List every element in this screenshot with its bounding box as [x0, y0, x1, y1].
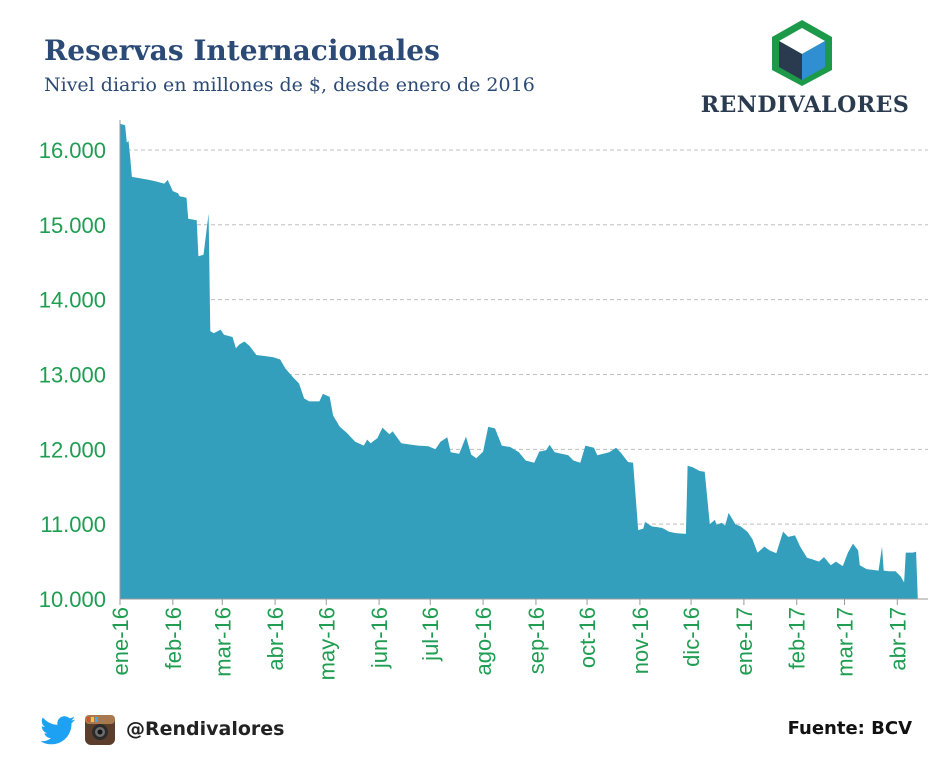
y-tick-label: 14.000	[39, 288, 106, 313]
brand-name: RENDIVALORES	[700, 92, 910, 118]
x-tick-label: jun-16	[367, 607, 392, 669]
x-tick-label: mar-17	[832, 607, 857, 677]
y-tick-label: 12.000	[39, 437, 106, 462]
social-handle: @Rendivalores	[126, 718, 285, 740]
x-tick-label: dic-16	[679, 607, 704, 667]
x-tick-label: ago-16	[471, 607, 496, 676]
x-tick-label: sep-16	[524, 607, 549, 674]
x-tick-label: ene-17	[732, 607, 757, 676]
x-tick-label: ene-16	[108, 607, 133, 676]
reserves-area-series	[120, 123, 918, 599]
x-tick-label: feb-16	[161, 607, 186, 669]
instagram-icon[interactable]	[84, 714, 116, 746]
x-tick-label: jul-16	[418, 607, 443, 662]
source-note: Fuente: BCV	[787, 718, 912, 739]
brand-logo: RENDIVALORES	[690, 18, 920, 118]
x-tick-label: nov-16	[628, 607, 653, 674]
x-tick-label: mar-16	[210, 607, 235, 677]
area-chart: 10.000 11.000 12.000 13.000 14.000 15.000 16.0…	[39, 120, 928, 680]
y-tick-label: 15.000	[39, 213, 106, 238]
x-tick-label: may-16	[314, 607, 339, 680]
x-tick-label: abr-17	[885, 607, 910, 671]
y-tick-label: 10.000	[39, 587, 106, 612]
y-tick-label: 13.000	[39, 362, 106, 387]
y-tick-label: 16.000	[39, 138, 106, 163]
chart-title: Reservas Internacionales	[44, 34, 440, 67]
twitter-icon[interactable]	[40, 716, 76, 746]
cube-logo-icon	[772, 20, 832, 86]
x-tick-label: feb-17	[785, 607, 810, 669]
x-tick-label: oct-16	[575, 607, 600, 668]
y-tick-label: 11.000	[40, 512, 106, 537]
chart-subtitle: Nivel diario en millones de $, desde ene…	[44, 74, 535, 96]
x-tick-label: abr-16	[263, 607, 288, 671]
